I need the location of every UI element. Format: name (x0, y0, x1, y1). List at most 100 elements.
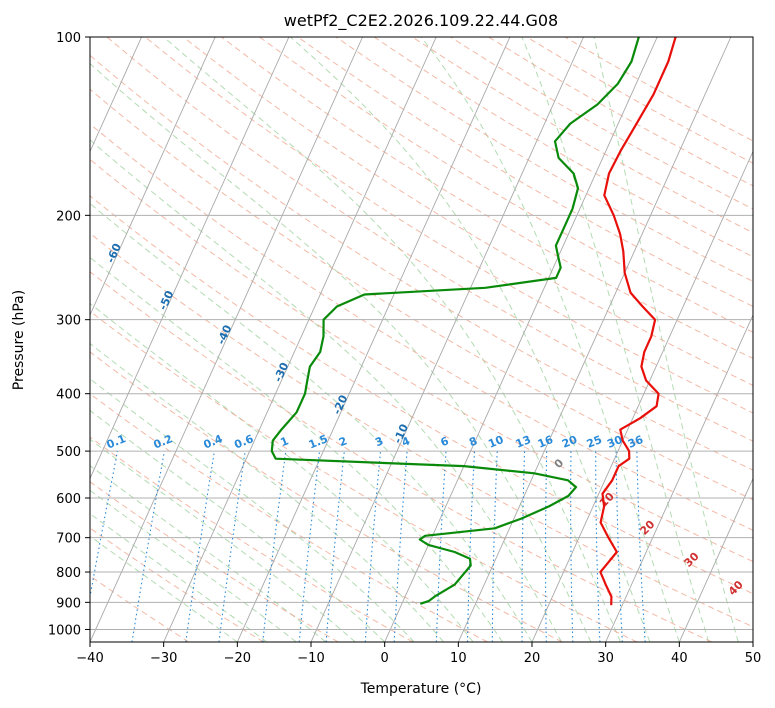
x-tick-label: 10 (450, 651, 467, 666)
isotherm-line (384, 37, 658, 642)
moist-adiabat-line (90, 256, 503, 642)
plot-frame (89, 36, 754, 643)
isotherm-line (90, 37, 363, 642)
y-axis-label: Pressure (hPa) (11, 290, 27, 390)
moist-adiabat-line (90, 302, 474, 642)
mixing-ratio-label: 16 (536, 433, 555, 451)
moist-adiabat-line (163, 37, 621, 642)
y-axis: 100 200 300 400 500 600 700 800 900 1000 (48, 31, 90, 638)
x-tick-label: 20 (524, 651, 541, 666)
isotherm-line (457, 37, 732, 642)
isotherm-line (236, 37, 511, 642)
y-tick-label: 700 (56, 532, 81, 547)
dry-adiabat-line (90, 88, 753, 501)
y-tick-label: 1000 (48, 623, 81, 638)
mixing-ratio-line (595, 451, 601, 642)
x-axis: −40 −30 −20 −10 0 10 20 30 40 50 (76, 642, 761, 666)
moist-adiabat-line (593, 37, 739, 642)
mixing-ratio-line (298, 451, 321, 642)
x-tick-label: −20 (224, 651, 251, 666)
y-tick-label: 500 (56, 445, 81, 460)
mixing-ratio-lines (90, 450, 646, 642)
moist-adiabat-line (90, 202, 533, 642)
isotherm-line (90, 37, 142, 153)
dry-adiabat-line (90, 232, 753, 628)
mixing-ratio-line (262, 451, 287, 642)
mixing-ratio-label: 13 (514, 433, 533, 451)
mixing-ratio-line (325, 451, 345, 642)
dry-adiabat-line (144, 37, 753, 414)
dry-adiabat-line (297, 37, 753, 308)
x-tick-label: −40 (76, 651, 103, 666)
x-tick-label: −10 (297, 651, 324, 666)
dry-adiabat-line (90, 481, 339, 642)
plot-area: -100-90-80-70-60-50-40-30-20-10 0.10.20.… (90, 37, 753, 642)
x-tick-label: 50 (745, 651, 762, 666)
dry-adiabat-line (90, 123, 753, 531)
mixing-ratio-label: 30 (605, 433, 624, 451)
moist-adiabat-line (290, 37, 651, 642)
isotherm-line (531, 150, 753, 642)
isotherm-line (90, 37, 290, 480)
isotherm-line (678, 477, 753, 642)
mixing-ratio-line (636, 451, 646, 642)
x-tick-label: 0 (381, 651, 389, 666)
isotherm-line (310, 37, 584, 642)
mixing-ratio-line (218, 451, 246, 642)
isotherm-line (90, 37, 216, 317)
moist-adiabat-line (90, 513, 268, 642)
mixing-ratio-line (491, 451, 498, 642)
y-tick-label: 400 (56, 388, 81, 403)
dry-adiabat-line (106, 37, 753, 442)
dry-adiabat-line (90, 195, 753, 595)
mixing-ratio-line (570, 451, 574, 642)
mixing-ratio-line (615, 451, 623, 642)
x-axis-label: Temperature (°C) (360, 681, 482, 697)
mixing-ratio-label: 25 (585, 433, 604, 451)
moist-adiabat-line (90, 438, 356, 642)
mixing-ratio-line (393, 451, 408, 642)
x-tick-label: 30 (597, 651, 614, 666)
y-tick-label: 800 (56, 566, 81, 581)
dry-adiabat-line (90, 436, 414, 642)
mixing-ratio-label: 20 (560, 433, 579, 451)
y-tick-label: 900 (56, 596, 81, 611)
profile-line (599, 37, 677, 606)
chart-title: wetPf2_C2E2.2026.109.22.44.G08 (284, 11, 558, 31)
profile-line (270, 37, 640, 605)
mixing-ratio-label: 10 (486, 433, 505, 451)
mixing-ratio-line (131, 451, 165, 642)
profile-series (270, 37, 677, 606)
moist-adiabat-line (90, 535, 238, 642)
mixing-ratio-label: 36 (626, 433, 645, 451)
mixing-ratio-label: 2 (337, 434, 349, 449)
mixing-ratio-line (364, 451, 382, 642)
y-tick-label: 600 (56, 492, 81, 507)
x-tick-label: −30 (150, 651, 177, 666)
isotherm-line (163, 37, 437, 642)
moist-adiabats (90, 37, 739, 642)
mixing-ratio-line (544, 451, 548, 642)
mixing-ratio-line (435, 451, 447, 642)
dry-adiabat-line (259, 37, 753, 333)
mixing-ratio-line (466, 451, 476, 642)
x-tick-label: 40 (671, 651, 688, 666)
dry-adiabat-line (90, 54, 753, 471)
moist-adiabat-line (90, 139, 562, 642)
mixing-ratio-label: 8 (467, 434, 479, 449)
moist-adiabat-line (90, 62, 592, 642)
dry-adiabat-line (90, 310, 638, 642)
mixing-ratio-line (521, 451, 526, 642)
moist-adiabat-line (420, 37, 680, 642)
mixing-ratio-label: 3 (373, 434, 385, 449)
mixing-ratio-line (185, 451, 215, 642)
isotherm-line (605, 313, 753, 642)
y-tick-label: 100 (56, 31, 81, 46)
pressure-grid (90, 37, 753, 630)
y-tick-label: 200 (56, 209, 81, 224)
dry-adiabat-line (90, 351, 563, 642)
y-tick-label: 300 (56, 314, 81, 329)
isotherms (90, 37, 753, 642)
